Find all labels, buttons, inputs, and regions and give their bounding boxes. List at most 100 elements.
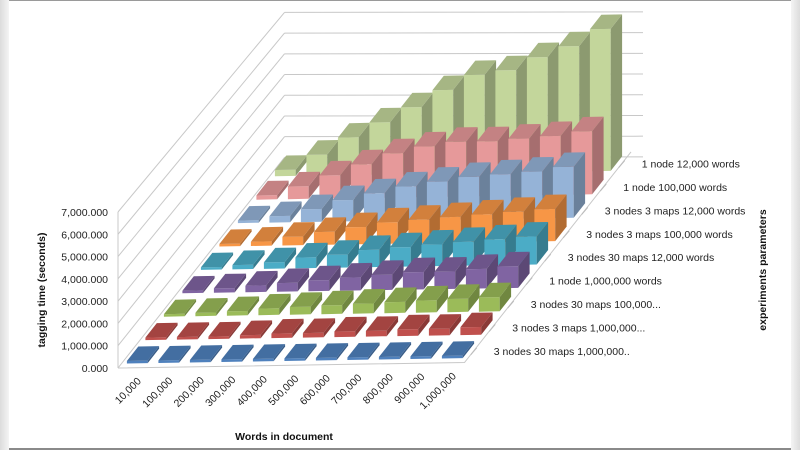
bar xyxy=(326,240,360,268)
bar-side-face xyxy=(342,290,354,314)
bar-top-face xyxy=(447,284,480,299)
bar-side-face xyxy=(184,299,197,317)
side-gridline xyxy=(117,94,285,302)
bar-top-face xyxy=(558,31,591,47)
bar xyxy=(250,226,284,246)
bar xyxy=(289,292,323,315)
bar-top-face xyxy=(452,227,486,243)
bar-top-face xyxy=(282,222,315,237)
bar-top-face xyxy=(589,14,623,30)
bar-front-face xyxy=(282,236,304,246)
bar-top-face xyxy=(345,212,378,228)
bar-front-face xyxy=(289,306,311,315)
bar-top-face xyxy=(271,318,304,334)
bar-top-face xyxy=(539,121,573,137)
bar-top-face xyxy=(389,232,423,248)
bar-top-face xyxy=(439,202,473,218)
bar-top-face xyxy=(365,316,399,331)
bar-top-face xyxy=(284,343,317,359)
series-tick xyxy=(562,230,570,239)
side-gridline xyxy=(117,12,285,213)
bar-side-face xyxy=(410,232,423,267)
bar-front-face xyxy=(347,357,369,360)
bar-side-face xyxy=(392,260,404,290)
bar-top-face xyxy=(515,222,549,237)
bar-top-face xyxy=(232,250,265,266)
bar-top-face xyxy=(502,197,536,212)
bar xyxy=(226,296,260,316)
bar-front-face xyxy=(397,329,419,337)
bar-side-face xyxy=(366,212,378,245)
side-gridline xyxy=(117,53,285,257)
bar-front-face xyxy=(263,262,285,269)
bar-top-face xyxy=(465,254,499,270)
bar-top-face xyxy=(441,341,475,356)
bar-front-face xyxy=(232,264,254,270)
bar xyxy=(295,242,328,269)
bar-side-face xyxy=(573,152,586,218)
bar-front-face xyxy=(313,231,335,245)
bar-side-face xyxy=(284,247,297,269)
bar-side-face xyxy=(260,320,273,339)
bar-side-face xyxy=(321,194,334,222)
bar-top-face xyxy=(434,257,467,272)
bar-front-face xyxy=(276,282,298,292)
bar xyxy=(282,222,315,246)
side-gridline xyxy=(117,74,285,280)
bar-top-face xyxy=(274,155,308,170)
bar-top-face xyxy=(245,270,278,286)
bar-top-face xyxy=(508,124,541,139)
bar-top-face xyxy=(445,127,478,142)
series-label: 1 node 100,000 words xyxy=(623,182,727,194)
bar xyxy=(263,247,297,269)
bar-top-face xyxy=(302,318,336,334)
bar-front-face xyxy=(302,332,324,338)
bar-side-face xyxy=(423,257,436,290)
bar-front-face xyxy=(252,358,274,362)
bar xyxy=(200,252,234,270)
bar-top-face xyxy=(426,167,460,182)
bar-front-face xyxy=(326,254,348,268)
bar-front-face xyxy=(126,360,148,364)
y-tick-label: 1,000.000 xyxy=(61,341,108,353)
bar-top-face xyxy=(276,268,310,284)
bar-front-face xyxy=(213,288,235,293)
bar-front-face xyxy=(332,200,354,222)
bar-side-face xyxy=(297,268,310,292)
bar-top-face xyxy=(287,171,321,187)
bar-side-face xyxy=(481,312,493,335)
bar-top-face xyxy=(221,344,254,360)
bar-front-face xyxy=(306,154,328,176)
bar-front-face xyxy=(189,359,211,363)
bar-top-face xyxy=(300,194,334,210)
bar-top-face xyxy=(313,217,347,233)
bar xyxy=(434,257,467,290)
bar-top-face xyxy=(237,205,271,221)
bar xyxy=(358,235,391,268)
bar-front-face xyxy=(447,298,469,313)
bar-top-face xyxy=(350,149,384,165)
bar-front-face xyxy=(465,268,487,289)
y-axis-ticks: 0.000 1,000.000 2,000.000 3,000.000 4,000.00… xyxy=(61,207,108,375)
bar-front-face xyxy=(315,357,337,361)
bar-front-face xyxy=(365,330,387,337)
series-tick xyxy=(525,277,533,285)
bar-top-face xyxy=(182,275,215,291)
bar-side-face xyxy=(277,180,289,200)
bar-side-face xyxy=(499,282,512,312)
bar-top-face xyxy=(239,320,273,336)
bar-top-face xyxy=(378,342,412,357)
floor-edge xyxy=(117,151,632,369)
bar-top-face xyxy=(495,55,528,71)
bar-side-face xyxy=(592,116,604,195)
series-tick xyxy=(507,300,515,309)
bar-side-face xyxy=(229,321,241,339)
bar-side-face xyxy=(279,293,291,315)
bar-front-face xyxy=(195,312,217,317)
bar-top-face xyxy=(382,138,415,154)
bar-front-face xyxy=(287,186,309,200)
bar-top-face xyxy=(363,178,397,194)
x-tick-label: 300,000 xyxy=(203,374,238,409)
bar-side-face xyxy=(271,226,284,246)
bar-side-face xyxy=(316,242,328,268)
